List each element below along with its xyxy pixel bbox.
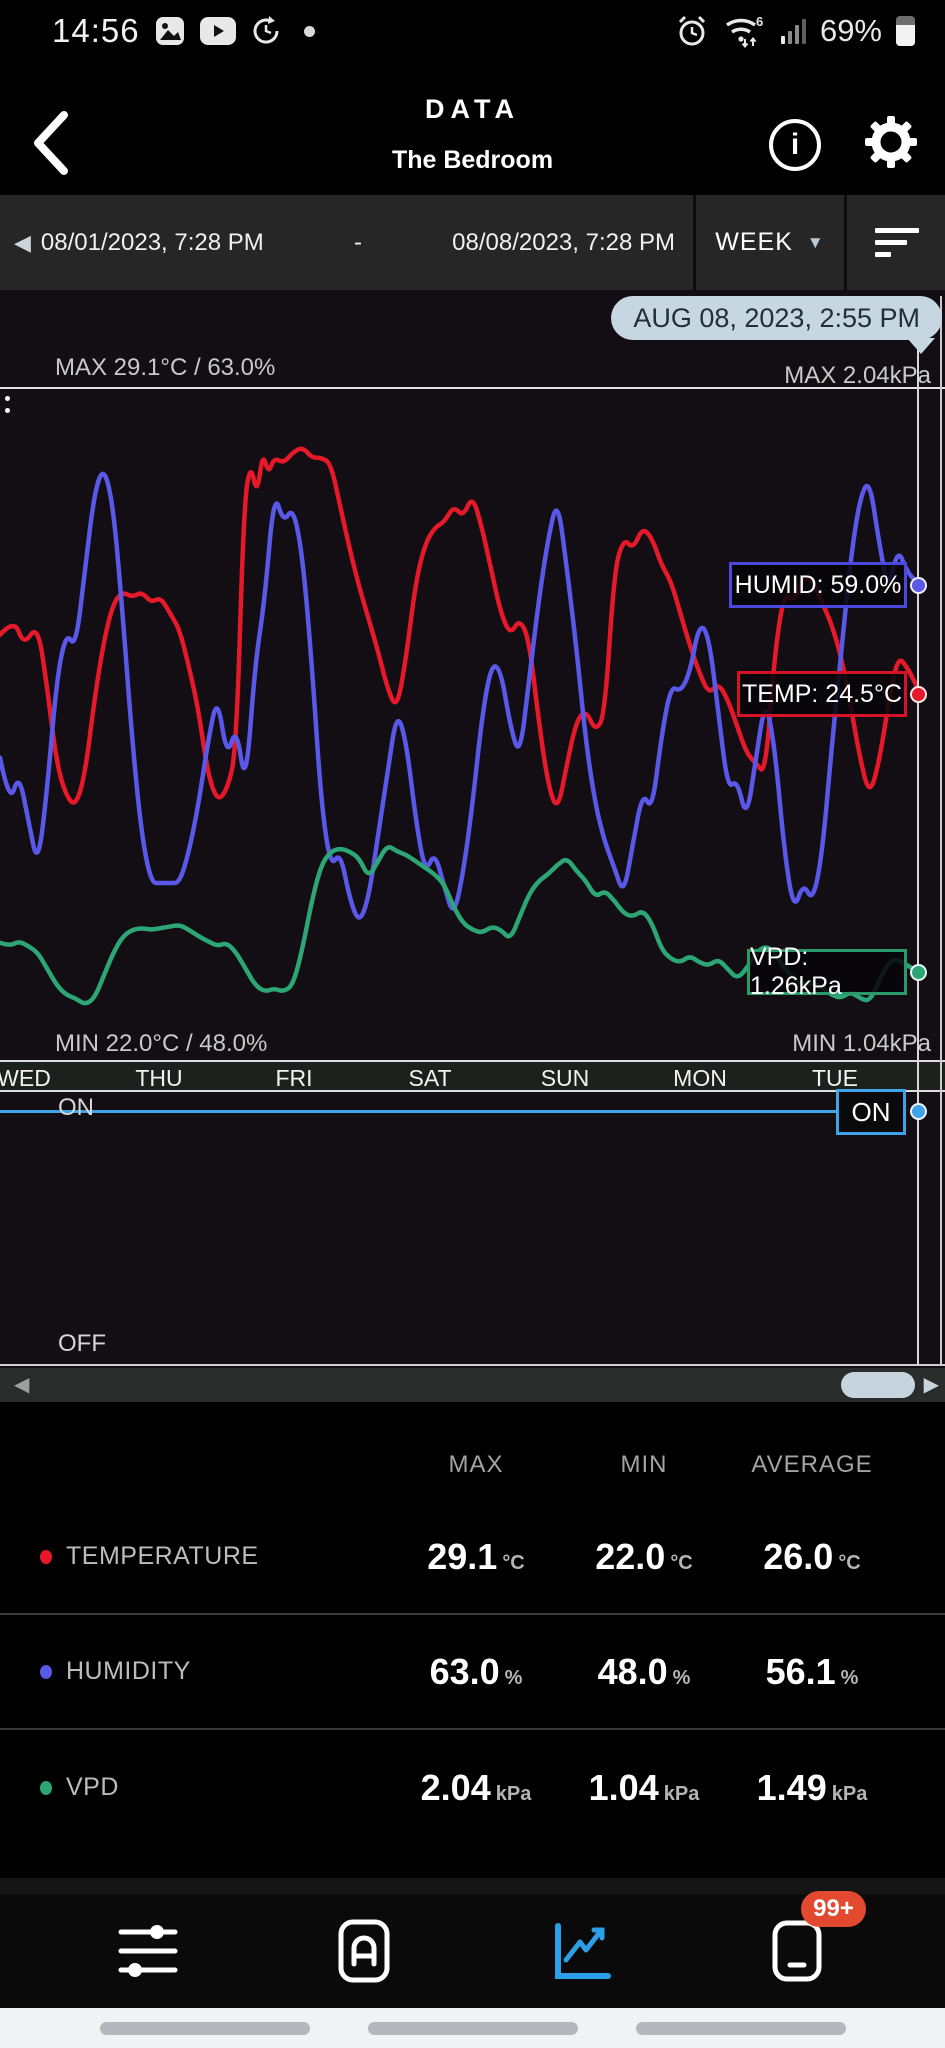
x-axis-day-band: WED THU FRI SAT SUN MON TUE	[0, 1060, 945, 1092]
col-header-min: MIN	[620, 1451, 668, 1478]
row-label-text: VPD	[66, 1773, 119, 1801]
chart-panel[interactable]: AUG 08, 2023, 2:55 PM MAX 29.1°C / 63.0%…	[0, 290, 945, 1368]
x-tick: THU	[135, 1065, 183, 1091]
chart-scrollbar[interactable]: ◀ ▶	[0, 1368, 945, 1402]
alarm-icon	[675, 14, 709, 48]
gesture-hint-bar	[0, 2008, 945, 2048]
line-chart	[0, 446, 923, 1006]
vpd-value-box: VPD: 1.26kPa	[747, 943, 907, 1000]
sliders-icon	[118, 1925, 178, 1977]
cursor-line[interactable]	[917, 338, 919, 1366]
state-axis-on-label: ON	[58, 1094, 94, 1121]
gesture-pill[interactable]	[99, 2021, 310, 2035]
stats-header-row: MAX MIN AVERAGE	[0, 1430, 945, 1500]
range-separator: -	[353, 228, 362, 256]
info-button[interactable]: i	[769, 118, 821, 171]
scrollbar-thumb[interactable]	[841, 1372, 915, 1398]
stats-table: MAX MIN AVERAGE TEMPERATURE 29.1 °C 22.0 °…	[0, 1430, 945, 1845]
x-tick: SUN	[540, 1065, 590, 1091]
bottom-nav: 99+	[0, 1878, 945, 2008]
status-bar: 14:56 6 69%	[0, 0, 945, 62]
x-tick: TUE	[812, 1065, 858, 1091]
table-row-temperature: TEMPERATURE 29.1 °C 22.0 °C 26.0 °C	[0, 1500, 945, 1615]
battery-icon	[896, 16, 915, 46]
nav-automation-tab[interactable]	[319, 1911, 409, 1991]
chart-right-border	[940, 296, 942, 1364]
back-button[interactable]	[28, 110, 72, 176]
table-row-humidity: HUMIDITY 63.0% 48.0% 56.1%	[0, 1615, 945, 1730]
table-row-vpd: VPD 2.04 kPa 1.04 kPa 1.49 kPa	[0, 1730, 945, 1845]
min-vpd-label: MIN 1.04kPa	[792, 1030, 931, 1057]
state-on-line	[0, 1110, 838, 1113]
min-temp-humid-label: MIN 22.0°C / 48.0%	[55, 1030, 268, 1057]
cell-signal-icon	[780, 18, 806, 44]
x-tick: MON	[673, 1065, 727, 1091]
range-end-date: 08/08/2023, 7:28 PM	[452, 228, 675, 256]
x-tick: SAT	[408, 1065, 452, 1091]
temperature-cursor-dot	[910, 686, 927, 703]
date-range-selector[interactable]: ◀ 08/01/2023, 7:28 PM - 08/08/2023, 7:28…	[0, 195, 696, 290]
temperature-value-box: TEMP: 24.5°C	[737, 671, 907, 717]
max-vpd-label: MAX 2.04kPa	[784, 362, 931, 389]
range-mode-dropdown[interactable]: WEEK ▼	[696, 195, 847, 290]
state-cursor-dot	[910, 1103, 927, 1120]
humidity-value-box: HUMID: 59.0%	[729, 562, 907, 608]
chevron-down-icon: ▼	[806, 232, 825, 252]
chart-options-button[interactable]	[847, 195, 945, 290]
notifications-icon	[772, 1920, 822, 1982]
auto-mode-icon	[338, 1919, 390, 1983]
vpd-cursor-dot	[910, 964, 927, 981]
state-axis-off-label: OFF	[58, 1330, 106, 1357]
gesture-pill[interactable]	[367, 2021, 578, 2035]
device-name: The Bedroom	[391, 146, 554, 174]
drag-handle-dots	[5, 396, 11, 420]
sort-lines-icon	[875, 228, 919, 233]
range-mode-value: WEEK	[715, 228, 793, 256]
scroll-left-icon[interactable]: ◀	[14, 1374, 30, 1396]
wifi6-icon: 6	[723, 13, 767, 49]
vpd-legend-dot	[40, 1780, 52, 1795]
page-title: DATA	[425, 94, 520, 124]
nav-notifications-tab[interactable]: 99+	[752, 1891, 866, 1991]
video-notification-icon	[199, 17, 236, 45]
col-header-average: AVERAGE	[751, 1451, 873, 1478]
sync-notification-icon	[250, 15, 282, 47]
temperature-legend-dot	[40, 1549, 52, 1564]
svg-text:6: 6	[756, 14, 763, 29]
range-start-date: 08/01/2023, 7:28 PM	[40, 228, 264, 256]
state-value-box: ON	[836, 1089, 906, 1135]
more-notifications-dot	[303, 25, 315, 37]
nav-data-tab-active[interactable]	[536, 1911, 626, 1991]
state-chart-bottom-border	[0, 1364, 945, 1366]
battery-percent: 69%	[819, 13, 882, 48]
settings-button[interactable]	[863, 114, 919, 175]
notification-count-badge: 99+	[801, 1891, 866, 1927]
cursor-tooltip: AUG 08, 2023, 2:55 PM	[611, 296, 942, 340]
row-label-text: HUMIDITY	[66, 1657, 191, 1685]
col-header-max: MAX	[448, 1451, 504, 1478]
line-chart-icon	[554, 1923, 611, 1979]
max-gridline	[0, 387, 945, 389]
humidity-cursor-dot	[910, 577, 927, 594]
nav-controls-tab[interactable]	[103, 1911, 193, 1991]
gesture-pill[interactable]	[635, 2021, 846, 2035]
scroll-right-icon[interactable]: ▶	[923, 1374, 939, 1396]
x-tick: WED	[0, 1065, 51, 1091]
gallery-notification-icon	[154, 15, 186, 47]
app-header: DATA The Bedroom i	[0, 62, 945, 195]
previous-range-icon[interactable]: ◀	[14, 229, 31, 255]
humidity-legend-dot	[40, 1664, 52, 1679]
date-range-bar: ◀ 08/01/2023, 7:28 PM - 08/08/2023, 7:28…	[0, 195, 945, 290]
x-tick: FRI	[275, 1065, 313, 1091]
max-temp-humid-label: MAX 29.1°C / 63.0%	[55, 354, 276, 381]
row-label-text: TEMPERATURE	[66, 1542, 259, 1570]
clock-time: 14:56	[52, 12, 140, 49]
tooltip-pointer	[907, 338, 935, 354]
